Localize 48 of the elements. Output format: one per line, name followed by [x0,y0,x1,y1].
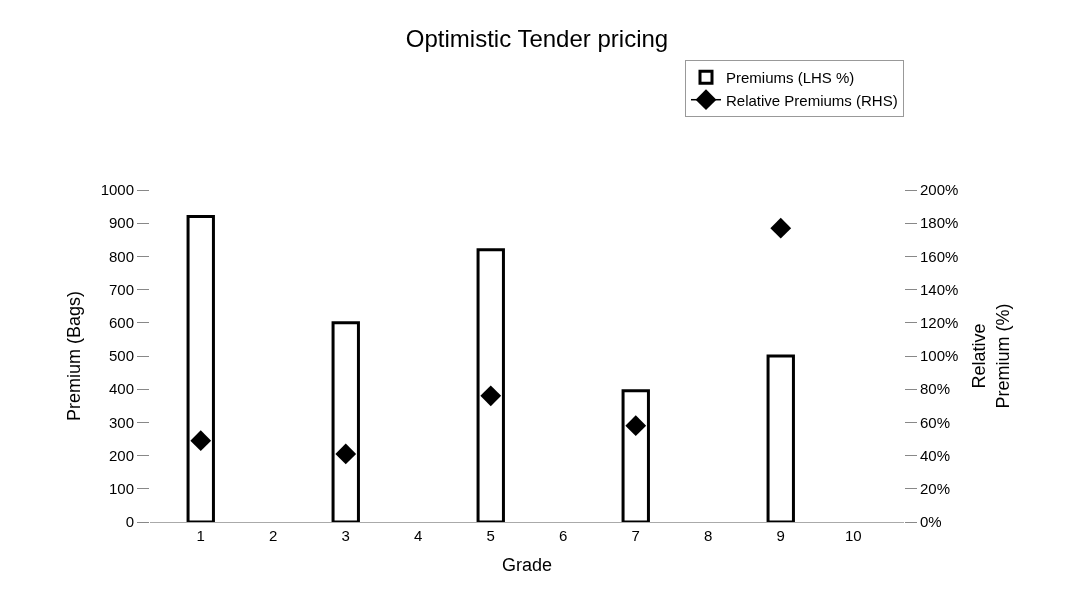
y2-tick-label: 40% [920,446,951,464]
bar [766,354,795,522]
point [480,385,502,407]
y-tick-label: 0 [125,513,134,531]
x-tick-label: 5 [486,527,495,544]
bar [186,215,215,522]
y2-axis-title: Relative Premium (%) [969,303,1013,409]
bar [621,389,650,522]
y-tick-label: 1000 [100,181,134,199]
y2-tick-label: 200% [920,181,959,199]
legend-label: Premiums (LHS %) [726,69,855,87]
point [625,415,647,437]
y2-tick-label: 100% [920,347,959,365]
y2-tick-label: 60% [920,413,951,431]
point [335,443,357,465]
legend-label: Relative Premiums (RHS) [726,91,898,109]
bar [331,321,360,522]
point [770,217,792,239]
y-tick-label: 300 [108,413,134,431]
x-tick-label: 6 [559,527,568,544]
y2-tick-label: 140% [920,280,959,298]
y-tick-label: 400 [108,380,134,398]
point [190,430,212,452]
y2-tick-label: 20% [920,480,951,498]
y-tick-label: 800 [108,247,134,265]
y-tick-label: 200 [108,446,134,464]
x-tick-label: 9 [776,527,785,544]
y2-tick-label: 180% [920,214,959,232]
x-tick-label: 8 [704,527,713,544]
y2-tick-label: 120% [920,314,959,332]
chart-title: Optimistic Tender pricing [405,24,669,52]
y-tick-label: 600 [108,314,134,332]
y-tick-label: 500 [108,347,134,365]
y-tick-label: 100 [108,480,134,498]
x-tick-label: 1 [196,527,205,544]
x-tick-label: 3 [341,527,350,544]
x-tick-label: 2 [269,527,278,544]
x-tick-label: 10 [844,527,862,544]
x-tick-label: 4 [414,527,423,544]
y2-tick-label: 160% [920,247,959,265]
y2-tick-label: 80% [920,380,951,398]
x-axis-title: Grade [501,555,553,576]
x-tick-label: 7 [631,527,640,544]
y2-tick-label: 0% [920,513,942,531]
y-tick-label: 700 [108,280,134,298]
y-axis-title: Premium (Bags) [63,290,84,422]
y-tick-label: 900 [108,214,134,232]
bar [476,248,505,522]
